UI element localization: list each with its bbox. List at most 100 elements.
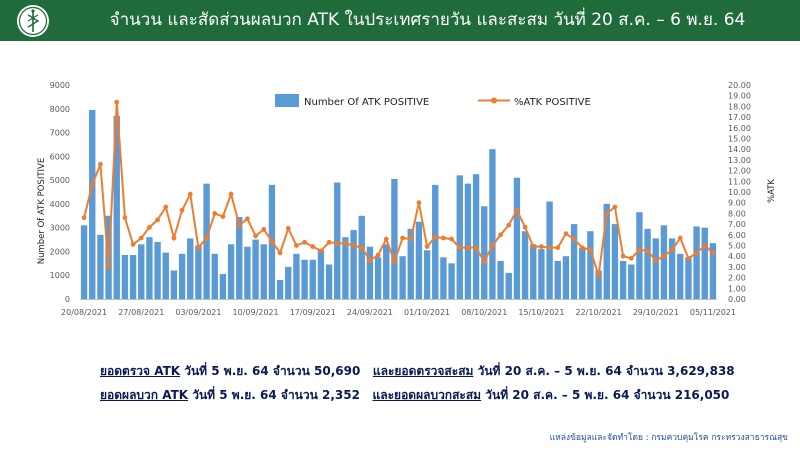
bar [80, 225, 88, 299]
x-tick-label: 22/10/2021 [576, 308, 622, 317]
bar [595, 270, 602, 299]
line-point [473, 245, 479, 251]
line-point [228, 191, 234, 197]
bar [121, 255, 129, 299]
bar [146, 237, 153, 299]
y-right-tick-label: 11.00 [728, 177, 751, 186]
y-left-tick-label: 6000 [50, 152, 70, 161]
bar [138, 244, 145, 299]
info-tests-cumulative-label: และยอดตรวจสะสม [372, 364, 474, 378]
info-positive-cumulative-text: วันที่ 20 ส.ค. – 5 พ.ย. 64 จำนวน 216,050 [481, 388, 730, 402]
y-right-tick-label: 0.00 [728, 295, 746, 304]
bar [677, 253, 684, 299]
line-point [187, 191, 193, 197]
legend-bar-swatch [275, 94, 299, 107]
bar [546, 201, 553, 299]
bar [587, 231, 594, 299]
line-point [661, 253, 667, 259]
info-positive-daily-text: วันที่ 5 พ.ย. 64 จำนวน 2,352 [188, 388, 365, 402]
line-point [424, 244, 430, 249]
y-right-tick-label: 7.00 [728, 220, 746, 229]
bar [562, 256, 570, 299]
line-point [408, 236, 414, 242]
y-right-tick-label: 5.00 [728, 242, 746, 251]
line-point [204, 235, 209, 241]
bar [187, 238, 194, 299]
y-left-tick-label: 2000 [50, 247, 70, 256]
line-point [163, 204, 169, 210]
line-point [89, 182, 95, 187]
line-point [563, 231, 569, 237]
line-point [179, 207, 185, 213]
line-point [449, 236, 454, 242]
line-point [669, 247, 675, 253]
line-point [432, 234, 438, 240]
bar [178, 253, 186, 299]
bar [660, 225, 668, 299]
line-point [147, 224, 152, 230]
line-point [694, 250, 699, 256]
bar [301, 259, 308, 299]
bar [636, 212, 643, 299]
y-right-tick-label: 20.00 [728, 81, 751, 90]
line-point [465, 245, 471, 251]
bar [170, 270, 178, 299]
line-point [130, 242, 136, 247]
line-point [400, 235, 405, 241]
y-left-tick-label: 0 [65, 295, 70, 304]
x-tick-label: 03/09/2021 [175, 308, 221, 317]
bar [579, 247, 586, 299]
bar [538, 249, 545, 299]
line-point [686, 255, 691, 261]
x-tick-label: 15/10/2021 [518, 308, 564, 317]
x-tick-label: 27/08/2021 [118, 308, 164, 317]
y-left-tick-label: 5000 [50, 176, 70, 185]
bar [505, 272, 512, 299]
y-right-tick-label: 10.00 [728, 188, 751, 197]
bar [219, 274, 227, 299]
bar [668, 238, 676, 299]
bar [374, 257, 382, 299]
y-right-tick-label: 6.00 [728, 231, 746, 240]
line-point [677, 235, 683, 241]
line-point [155, 217, 160, 223]
y-right-tick-label: 3.00 [728, 263, 746, 272]
line-point [498, 232, 503, 238]
source-note: แหล่งข้อมูลและจัดทำโดย : กรมควบคุมโรค กร… [549, 433, 788, 443]
bar [415, 221, 423, 299]
bar [570, 224, 578, 299]
info-tests-daily-label: ยอดตรวจ ATK [100, 364, 181, 378]
bar-series [80, 109, 717, 300]
bar [113, 115, 120, 300]
line-point [547, 245, 552, 251]
bar [464, 183, 472, 299]
line-point [710, 250, 716, 256]
bar [407, 228, 414, 299]
bar [325, 264, 333, 299]
line-point [702, 243, 708, 248]
line-point [441, 235, 446, 241]
bar [154, 241, 161, 299]
line-point [171, 235, 177, 241]
bar [366, 246, 374, 299]
line-point [506, 222, 512, 228]
x-tick-label: 29/10/2021 [633, 308, 679, 317]
bar [628, 264, 635, 299]
line-point [351, 243, 356, 248]
y-right-tick-label: 13.00 [728, 156, 751, 165]
line-point [318, 248, 324, 254]
y-right-tick-label: 15.00 [728, 135, 751, 144]
bar [227, 244, 235, 299]
info-line-tests: ยอดตรวจ ATK วันที่ 5 พ.ย. 64 จำนวน 50,69… [100, 362, 735, 381]
line-point [326, 239, 332, 245]
bar [244, 246, 251, 299]
line-point [392, 259, 397, 264]
line-point [98, 161, 103, 167]
bar [309, 259, 316, 299]
bar [129, 255, 137, 299]
line-point [81, 215, 87, 221]
bar [644, 228, 651, 299]
line-point [383, 236, 389, 242]
line-point [522, 224, 528, 230]
line-point [253, 233, 258, 239]
